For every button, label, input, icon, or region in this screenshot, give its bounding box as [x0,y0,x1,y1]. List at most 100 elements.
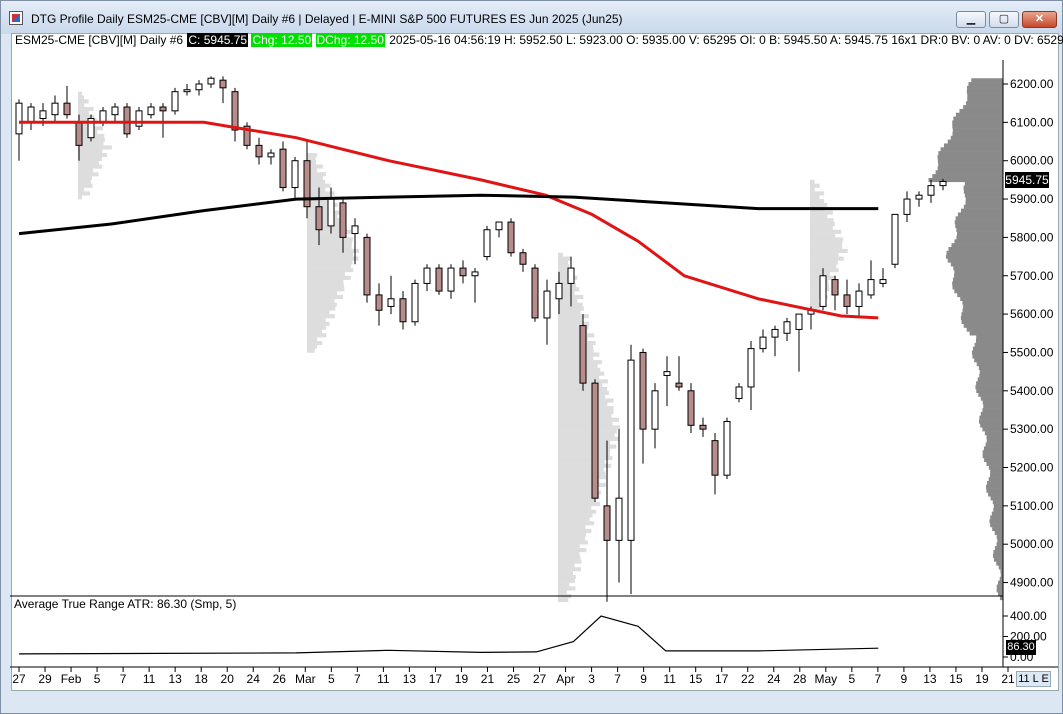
profile-bar [558,356,594,361]
candle-body [531,267,539,319]
volume-profile-bar [963,105,1003,110]
x-tick-label: 27 [533,672,547,686]
volume-profile-bar [955,216,1003,221]
volume-profile-bar [990,469,1003,474]
profile-bar [558,429,617,434]
candle-body [207,77,215,85]
x-tick-label: 26 [273,672,287,686]
volume-profile-bar [999,595,1003,601]
profile-bar [810,229,842,234]
volume-profile-bar [986,484,1003,489]
candle-body [495,221,503,231]
candle-body [843,294,851,307]
candle-body [399,298,407,323]
volume-profile-bar [996,534,1003,539]
candle-body [387,298,395,307]
profile-bar [810,298,820,303]
y-tick-label: 5000.00 [1010,537,1054,551]
minimize-button[interactable]: ▁ [956,11,986,28]
volume-profile-bar [1000,572,1003,578]
candle-body [711,440,719,476]
profile-bar [810,245,843,250]
volume-profile-bar [963,323,1003,328]
candle-body [699,424,707,430]
y-tick-label: 5800.00 [1010,230,1054,244]
profile-bar [558,513,593,518]
candle-body [135,110,143,127]
candle-body [507,221,515,254]
volume-profile-bar [976,362,1003,367]
atr-tick-label: 400.00 [1010,609,1047,623]
volume-profile-bar [991,511,1003,516]
volume-profile-bar [988,477,1003,482]
y-tick-label: 5600.00 [1010,307,1054,321]
title-bar[interactable]: DTG Profile Daily ESM25-CME [CBV][M] Dai… [1,1,1062,34]
volume-profile-bar [986,461,1003,466]
volume-profile-bar [990,523,1003,528]
profile-bar [810,179,815,185]
volume-profile-bar [938,151,1003,156]
profile-bar [810,252,839,257]
volume-profile-bar [951,243,1003,248]
chart-area[interactable] [11,33,1059,691]
y-tick-label: 6000.00 [1010,154,1054,168]
x-tick-label: 11 [377,672,390,686]
profile-bar [558,567,582,572]
profile-bar [558,525,586,530]
candle-body [543,290,551,319]
profile-bar [558,386,607,392]
moving-average-line [19,120,879,320]
profile-bar [810,199,825,204]
volume-profile-bar [950,135,1003,140]
profile-bar [307,172,326,177]
candle-body [459,267,467,277]
profile-bar [810,279,829,284]
volume-profile-bar [965,197,1003,202]
profile-bar [558,271,569,277]
volume-profile-bar [997,538,1003,543]
volume-profile-bar [952,277,1003,282]
candle-body [651,390,659,430]
profile-bar [307,340,323,346]
profile-bar [307,191,335,196]
candle-body [855,290,863,307]
x-tick-label: 17 [429,672,443,686]
volume-profile-bar [947,139,1003,144]
volume-profile-bar [963,304,1003,309]
volume-profile-bar [962,308,1003,313]
profile-bar [307,222,345,227]
profile-bar [307,245,352,250]
profile-bar [307,225,343,231]
volume-profile-bar [996,588,1003,593]
profile-bar [558,582,570,587]
profile-bar [558,348,594,353]
volume-profile-bar [954,220,1003,225]
candle-body [759,336,767,350]
y-tick-label: 4900.00 [1010,576,1054,590]
profile-bar [810,222,835,227]
candle-body [771,328,779,338]
profile-bar [558,333,595,338]
volume-profile-bar [982,454,1003,459]
x-tick-label: 13 [923,672,937,686]
profile-bar [78,191,90,196]
profile-bar [558,310,581,315]
volume-profile-bar [975,385,1003,390]
volume-profile-bar [938,162,1003,167]
profile-bar [307,329,322,334]
profile-bar [307,291,338,296]
profile-bar [558,597,569,603]
volume-profile-bar [978,392,1003,397]
profile-bar [78,172,99,177]
volume-profile-bar [964,181,1003,186]
maximize-button[interactable]: ▢ [989,11,1019,28]
profile-bar [810,214,828,219]
profile-bar [558,340,596,346]
mode-badge[interactable]: 11 L E [1016,671,1051,687]
profile-bar [307,287,345,292]
candle-body [627,359,635,541]
close-button[interactable]: ✕ [1022,11,1057,28]
profile-bar [307,314,335,319]
